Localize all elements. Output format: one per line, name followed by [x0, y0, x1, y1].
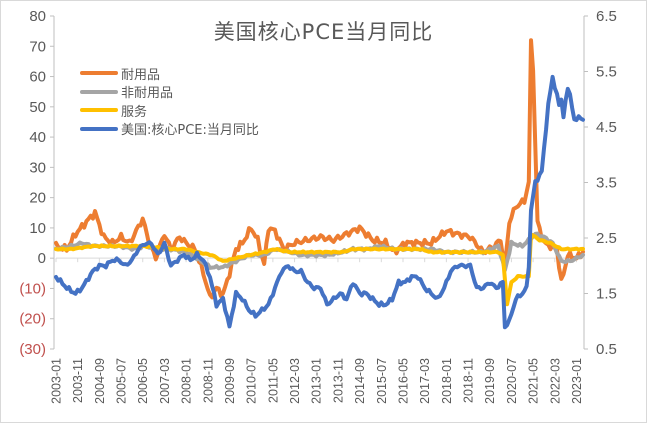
right-axis-label: 0.5: [596, 341, 617, 358]
x-axis-label: 2013-01: [310, 358, 324, 404]
x-axis-label: 2013-11: [331, 358, 345, 403]
x-axis-label: 2017-03: [418, 358, 432, 404]
x-axis-label: 2020-07: [505, 358, 519, 404]
x-axis-label: 2007-03: [158, 358, 172, 404]
x-axis-label: 2014-09: [353, 358, 367, 404]
left-axis-label: 20: [29, 190, 46, 207]
left-axis-label: 10: [29, 220, 46, 237]
legend-swatch-core-pce: [80, 126, 118, 131]
x-axis-label: 2018-11: [462, 358, 476, 403]
x-axis-label: 2021-05: [527, 358, 541, 404]
axes: 80 70 60 50 40 30 20 10 0 (10) (20) (30) 6.5 5.5 4.5 3.…: [19, 8, 617, 404]
x-axis-label: 2003-11: [71, 358, 85, 403]
left-axis-label: (30): [19, 341, 46, 358]
right-axis-label: 6.5: [596, 8, 617, 25]
x-axis-label: 2018-01: [440, 358, 454, 404]
legend-item-nondurables[interactable]: 非耐用品: [80, 83, 259, 102]
series-line-3: [54, 74, 585, 330]
x-axis-label: 2005-07: [115, 358, 129, 404]
right-axis-label: 2.5: [596, 230, 617, 247]
x-axis-label: 2009-09: [223, 358, 237, 404]
x-axis-label: 2023-01: [570, 358, 584, 404]
left-axis-label: 80: [29, 8, 46, 25]
right-axis-label: 3.5: [596, 175, 617, 192]
left-axis-label: 30: [29, 159, 46, 176]
x-axis-label: 2004-09: [93, 358, 107, 404]
x-axis-label: 2010-07: [245, 358, 259, 404]
legend-label: 耐用品: [121, 67, 161, 83]
left-axis-label: (20): [19, 311, 46, 328]
x-axis-label: 2012-03: [288, 358, 302, 404]
chart-title: 美国核心PCE当月同比: [213, 20, 434, 44]
x-axis-label: 2008-01: [180, 358, 194, 404]
x-axis-label: 2015-07: [375, 358, 389, 404]
legend-label: 服务: [121, 104, 148, 120]
legend-item-durables[interactable]: 耐用品: [80, 64, 259, 83]
left-axis-label: 0: [38, 250, 46, 267]
right-axis-label: 1.5: [596, 286, 617, 303]
chart-legend: 耐用品 非耐用品 服务 美国:核心PCE:当月同比: [80, 64, 259, 138]
left-axis-label: 70: [29, 38, 46, 55]
series-lines: [54, 38, 585, 330]
x-axis-label: 2019-09: [483, 358, 497, 404]
legend-swatch-nondurables: [80, 89, 118, 94]
x-axis-label: 2008-11: [201, 358, 215, 403]
legend-item-core-pce[interactable]: 美国:核心PCE:当月同比: [80, 120, 259, 139]
right-axis-label: 4.5: [596, 119, 617, 136]
x-axis-label: 2006-05: [136, 358, 150, 404]
legend-swatch-durables: [80, 71, 118, 76]
legend-label: 非耐用品: [121, 86, 174, 102]
x-axis-label: 2003-01: [50, 358, 64, 404]
legend-item-services[interactable]: 服务: [80, 101, 259, 120]
x-axis-label: 2022-03: [548, 358, 562, 404]
legend-label: 美国:核心PCE:当月同比: [121, 123, 259, 139]
legend-swatch-services: [80, 108, 118, 113]
left-axis-label: 50: [29, 99, 46, 116]
left-axis-label: (10): [19, 280, 46, 297]
right-axis-label: 5.5: [596, 64, 617, 81]
left-axis-label: 60: [29, 69, 46, 86]
x-axis-label: 2011-05: [266, 358, 280, 403]
left-axis-label: 40: [29, 129, 46, 146]
x-axis-label: 2016-05: [396, 358, 410, 404]
